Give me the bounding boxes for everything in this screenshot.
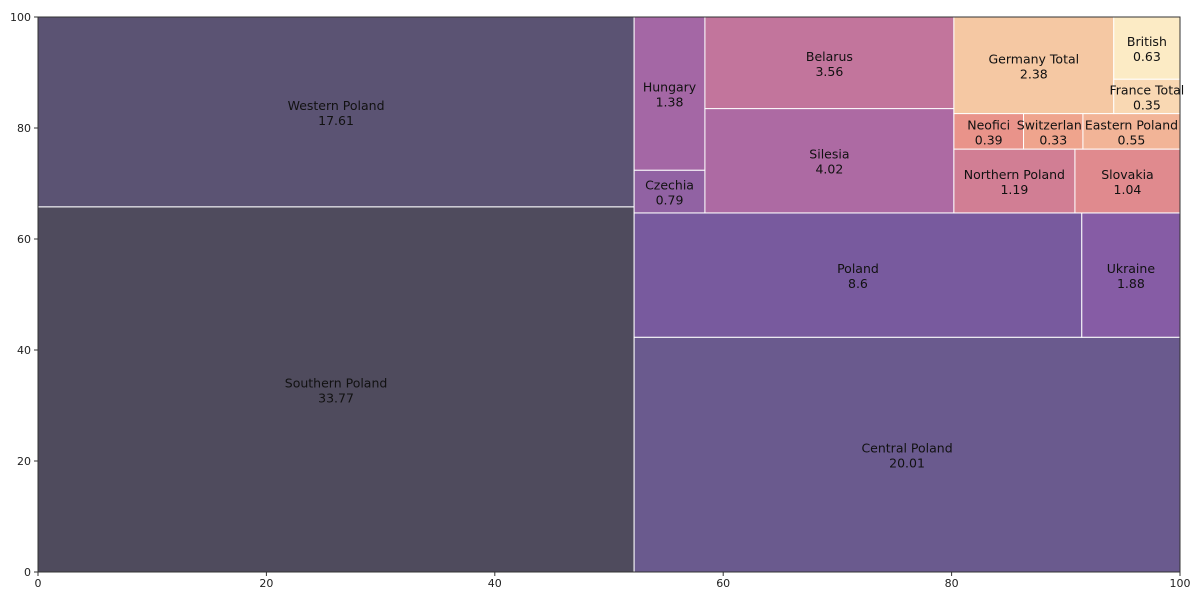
tile-value: 0.55 <box>1118 132 1146 147</box>
axes-layer: 0 20 40 60 80 100 0 20 40 60 80 100 <box>10 11 1191 590</box>
treemap-tile-rect <box>1113 78 1181 115</box>
tile-label: Germany Total <box>989 51 1080 66</box>
tile-label: Silesia <box>809 147 849 162</box>
x-tick-label: 80 <box>945 577 959 590</box>
treemap-tile-rect <box>37 16 635 208</box>
tile-value: 1.88 <box>1117 276 1145 291</box>
y-tick-label: 0 <box>24 566 31 579</box>
tile-label: Neofici <box>967 117 1010 132</box>
tile-label: Western Poland <box>288 98 385 113</box>
treemap-tile-rect <box>953 113 1025 150</box>
y-tick-label: 80 <box>17 122 31 135</box>
tile-label: Poland <box>837 261 879 276</box>
treemap-tile-rect <box>704 16 955 110</box>
y-tick-label: 40 <box>17 344 31 357</box>
tile-label: Eastern Poland <box>1085 117 1178 132</box>
tile-label: British <box>1127 34 1167 49</box>
tile-label: Ukraine <box>1107 261 1156 276</box>
x-tick-label: 20 <box>259 577 273 590</box>
y-tick-label: 100 <box>10 11 31 24</box>
tile-value: 20.01 <box>889 456 925 471</box>
tile-label: Northern Poland <box>964 167 1065 182</box>
tile-value: 0.39 <box>975 132 1003 147</box>
tile-value: 1.19 <box>1000 182 1028 197</box>
tile-label: Southern Poland <box>285 375 388 390</box>
tile-label: Hungary <box>643 80 697 95</box>
tile-label: Czechia <box>645 178 694 193</box>
tile-value: 2.38 <box>1020 66 1048 81</box>
x-tick-label: 60 <box>716 577 730 590</box>
tile-value: 0.63 <box>1133 49 1161 64</box>
tile-label: Central Poland <box>861 441 952 456</box>
tile-value: 1.04 <box>1114 182 1142 197</box>
tile-value: 33.77 <box>318 390 354 405</box>
tile-value: 0.35 <box>1133 97 1161 112</box>
tile-label: Belarus <box>806 49 853 64</box>
x-tick-label: 100 <box>1170 577 1191 590</box>
plot-frame <box>37 16 1181 573</box>
tile-label: France Total <box>1110 82 1185 97</box>
treemap-tile-rect <box>37 206 635 573</box>
treemap-tile-rect <box>1081 212 1181 338</box>
x-tick-label: 40 <box>488 577 502 590</box>
y-tick-label: 60 <box>17 233 31 246</box>
tile-label: Switzerland <box>1017 117 1090 132</box>
treemap-tile-rect <box>953 148 1076 214</box>
tile-value: 1.38 <box>656 95 684 110</box>
tile-value: 17.61 <box>318 113 354 128</box>
treemap-tile-rect <box>633 16 706 171</box>
treemap-tile-rect <box>1023 113 1084 150</box>
treemap-tile-rect <box>704 108 955 214</box>
tile-value: 8.6 <box>848 276 868 291</box>
treemap-tile-rect <box>953 16 1115 115</box>
treemap-tile-rect <box>633 212 1083 338</box>
tile-value: 4.02 <box>815 162 843 177</box>
y-tick-label: 20 <box>17 455 31 468</box>
tile-value: 0.79 <box>656 193 684 208</box>
tile-label: Slovakia <box>1101 167 1153 182</box>
tile-value: 0.33 <box>1039 132 1067 147</box>
treemap-tile-rect <box>633 169 706 214</box>
x-tick-label: 0 <box>35 577 42 590</box>
tile-value: 3.56 <box>815 64 843 79</box>
treemap-tile-rect <box>1113 16 1181 80</box>
